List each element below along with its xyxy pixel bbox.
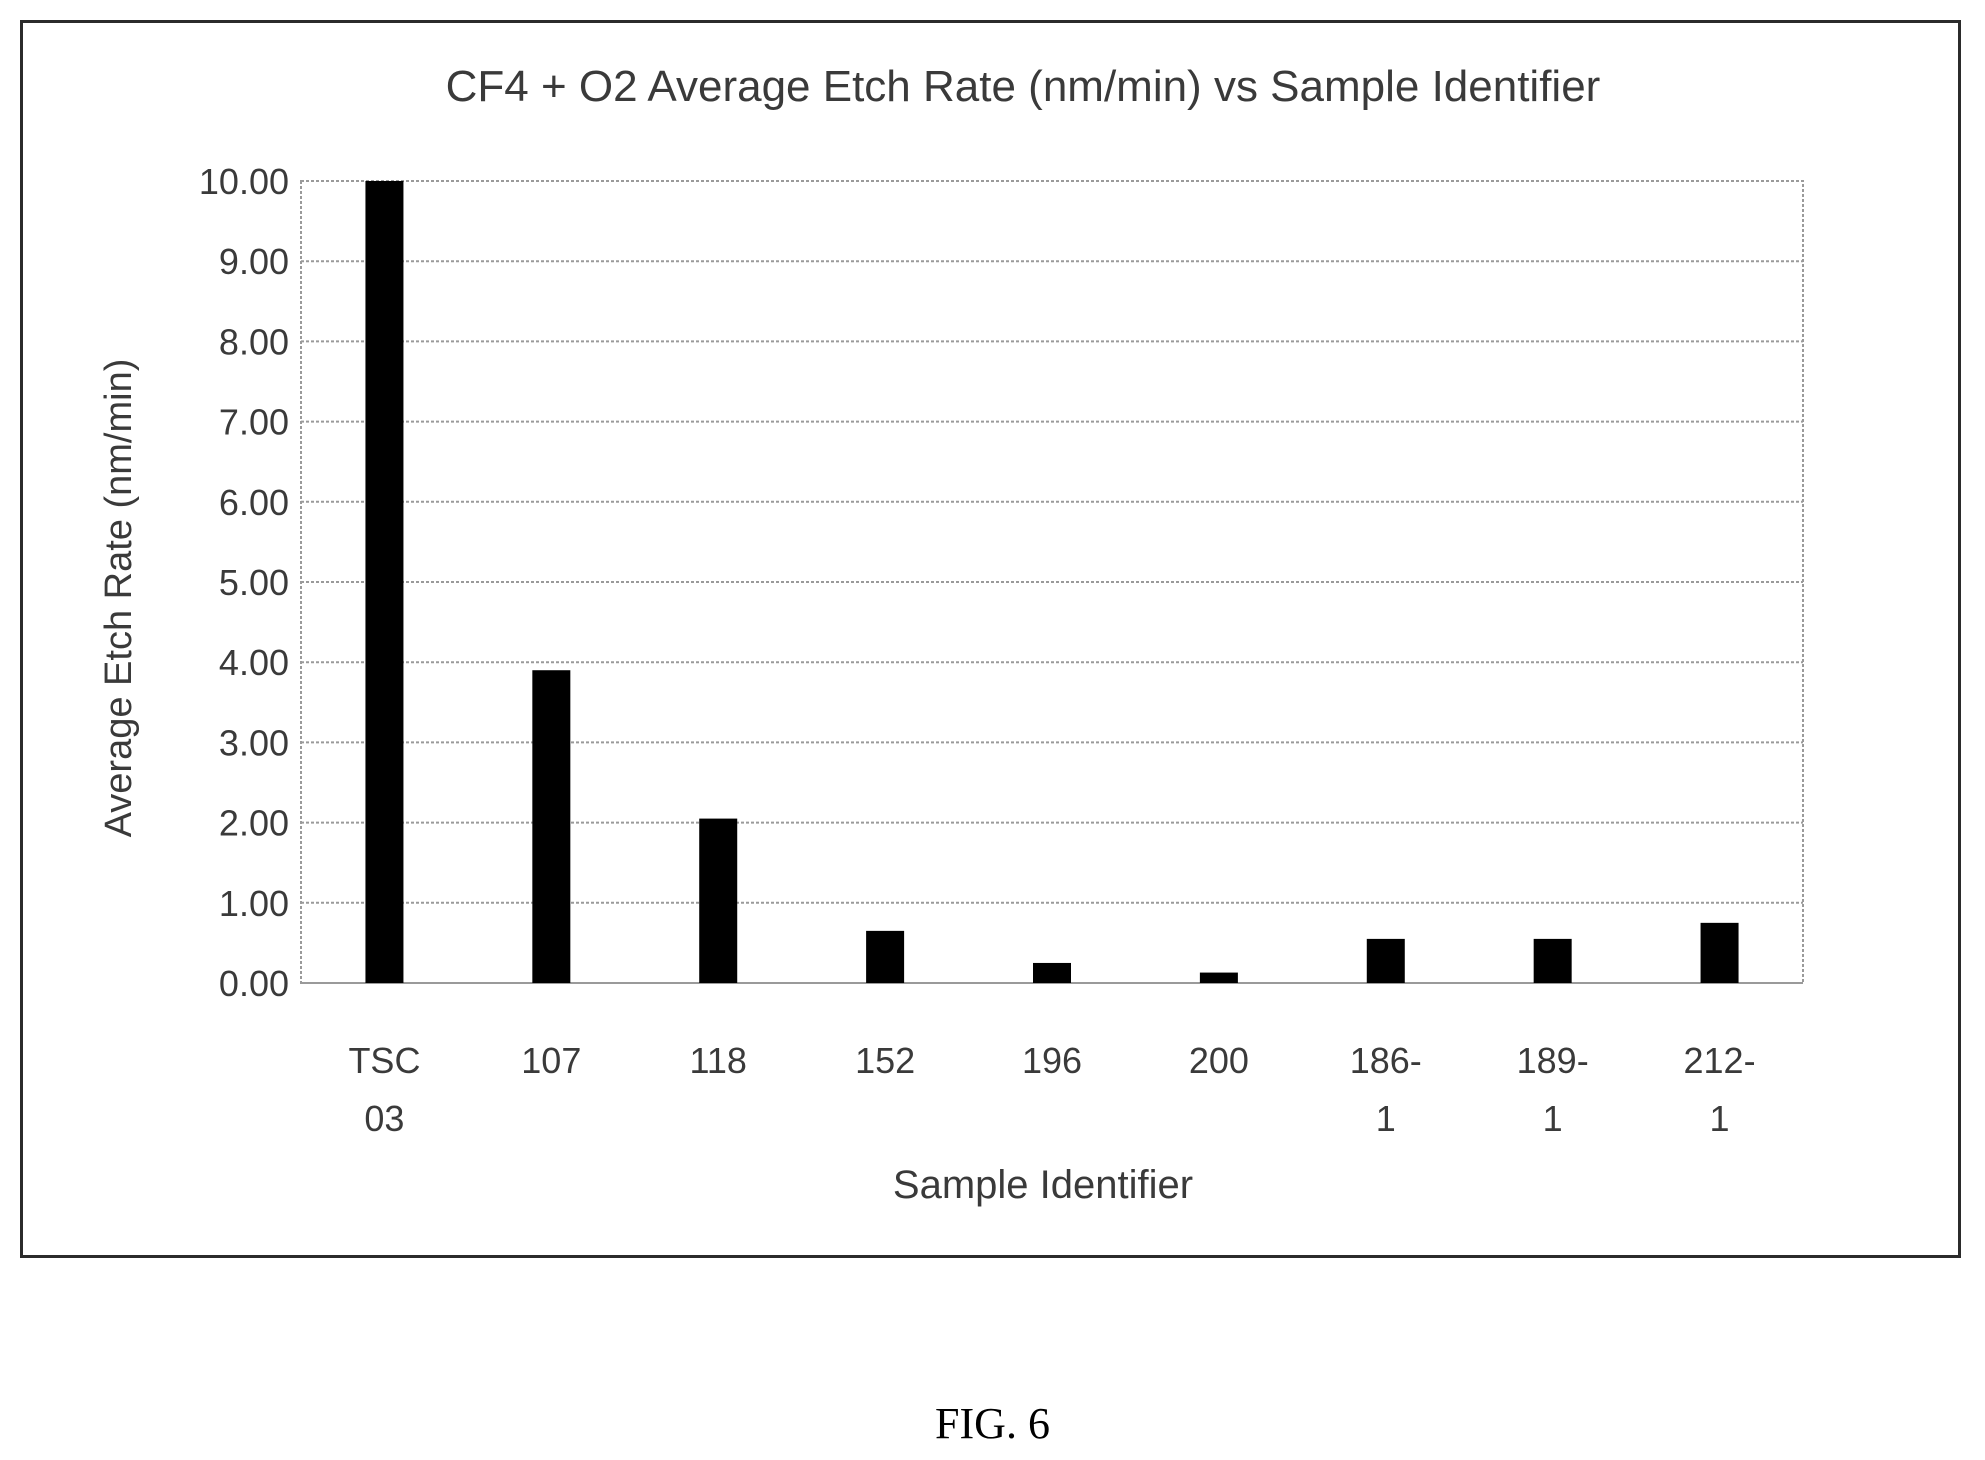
y-tick-label: 1.00	[219, 883, 289, 924]
bar	[1700, 922, 1739, 983]
bar-chart: CF4 + O2 Average Etch Rate (nm/min) vs S…	[98, 62, 1804, 1207]
figure-caption: FIG. 6	[935, 1399, 1050, 1448]
x-tick-label: 196	[1022, 1040, 1082, 1081]
y-tick-label: 7.00	[219, 402, 289, 443]
y-tick-label: 2.00	[219, 803, 289, 844]
y-tick-label: 9.00	[219, 241, 289, 282]
x-tick-label: 107	[521, 1040, 581, 1081]
plot-area: 0.00 1.00 2.00 3.00 4.00 5.00 6.00 7.00 8.00 9.00…	[199, 161, 1804, 1139]
y-tick-label: 10.00	[199, 161, 289, 202]
y-tick-label: 8.00	[219, 321, 289, 362]
bar	[699, 818, 738, 983]
bar	[1366, 938, 1405, 983]
y-tick-label: 4.00	[219, 642, 289, 683]
x-tick-label: 186-	[1350, 1040, 1422, 1081]
x-tick-label: 189-	[1517, 1040, 1589, 1081]
x-tick-label: 1	[1710, 1098, 1730, 1139]
bar	[365, 181, 404, 983]
y-tick-label: 6.00	[219, 482, 289, 523]
x-tick-label: 1	[1376, 1098, 1396, 1139]
x-tick-label: 212-	[1684, 1040, 1756, 1081]
x-tick-label: 03	[364, 1098, 404, 1139]
bar	[532, 670, 571, 983]
bar	[1199, 972, 1238, 983]
x-axis-label: Sample Identifier	[893, 1163, 1193, 1207]
y-tick-label: 5.00	[219, 562, 289, 603]
y-tick-label: 3.00	[219, 722, 289, 763]
chart-title: CF4 + O2 Average Etch Rate (nm/min) vs S…	[446, 62, 1601, 111]
x-tick-label: 152	[855, 1040, 915, 1081]
x-tick-label: TSC	[348, 1040, 420, 1081]
x-tick-label: 200	[1189, 1040, 1249, 1081]
bar	[866, 930, 905, 983]
bar	[1033, 962, 1071, 983]
x-tick-label: 118	[690, 1040, 747, 1081]
y-tick-label: 0.00	[219, 963, 289, 1004]
chart-frame: CF4 + O2 Average Etch Rate (nm/min) vs S…	[20, 20, 1961, 1258]
y-axis-label: Average Etch Rate (nm/min)	[98, 359, 140, 838]
bar	[1533, 938, 1572, 983]
x-tick-label: 1	[1543, 1098, 1563, 1139]
